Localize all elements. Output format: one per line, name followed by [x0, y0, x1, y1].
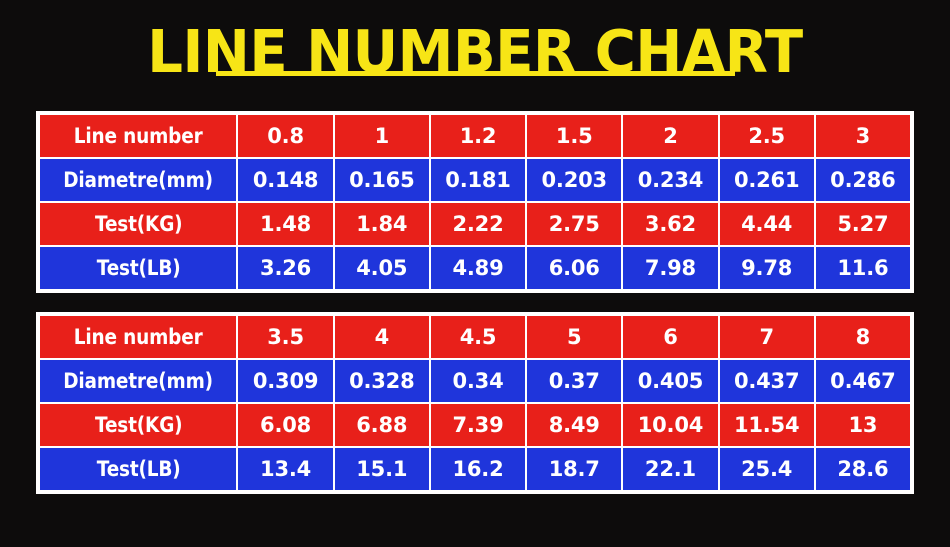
row-label-test-lb: Test(LB) — [40, 448, 237, 490]
table-cell: 0.34 — [430, 360, 526, 402]
table-cell: 22.1 — [623, 448, 718, 490]
table-cell: 2 — [623, 115, 718, 157]
table-cell: 25.4 — [719, 448, 814, 490]
table-cell: 0.286 — [815, 159, 910, 201]
row-label-test-lb: Test(LB) — [40, 247, 237, 289]
table-cell: 8.49 — [527, 404, 622, 446]
table-cell: 0.328 — [334, 360, 429, 402]
table-cell: 5 — [527, 316, 622, 358]
row-label-line-number: Line number — [40, 316, 237, 358]
row-label-text: Test(KG) — [94, 413, 182, 437]
table-row: Line number 0.8 1 1.2 1.5 2 2.5 3 — [40, 115, 910, 157]
table-cell: 5.27 — [815, 203, 910, 245]
table-row: Test(KG) 6.08 6.88 7.39 8.49 10.04 11.54… — [40, 404, 910, 446]
row-label-text: Test(LB) — [96, 256, 181, 280]
table-cell: 1.84 — [334, 203, 429, 245]
row-label-text: Test(KG) — [94, 212, 182, 236]
table-cell: 6.08 — [238, 404, 333, 446]
table-cell: 0.309 — [238, 360, 333, 402]
table-cell: 1 — [334, 115, 429, 157]
table-cell: 0.165 — [334, 159, 429, 201]
table-cell: 6 — [623, 316, 718, 358]
table-cell: 11.6 — [815, 247, 910, 289]
table-cell: 0.234 — [623, 159, 718, 201]
table-cell: 2.22 — [430, 203, 526, 245]
line-number-table-two: Line number 3.5 4 4.5 5 6 7 8 Diametre(m… — [36, 312, 914, 494]
table-cell: 4.44 — [719, 203, 814, 245]
table-cell: 0.467 — [815, 360, 910, 402]
row-label-text: Line number — [73, 124, 203, 148]
table-cell: 3 — [815, 115, 910, 157]
title-underline — [216, 71, 735, 76]
table-row: Test(LB) 13.4 15.1 16.2 18.7 22.1 25.4 2… — [40, 448, 910, 490]
table-cell: 3.26 — [238, 247, 333, 289]
table-cell: 4.05 — [334, 247, 429, 289]
table-cell: 0.181 — [430, 159, 526, 201]
row-label-text: Diametre(mm) — [63, 168, 214, 192]
table-cell: 4.89 — [430, 247, 526, 289]
table-cell: 0.8 — [238, 115, 333, 157]
table-cell: 7 — [719, 316, 814, 358]
table-cell: 6.88 — [334, 404, 429, 446]
table-cell: 4.5 — [430, 316, 526, 358]
table-cell: 16.2 — [430, 448, 526, 490]
table-cell: 0.261 — [719, 159, 814, 201]
row-label-test-kg: Test(KG) — [40, 404, 237, 446]
table-cell: 0.203 — [527, 159, 622, 201]
row-label-text: Diametre(mm) — [63, 369, 214, 393]
table-row: Diametre(mm) 0.148 0.165 0.181 0.203 0.2… — [40, 159, 910, 201]
table-cell: 1.2 — [430, 115, 526, 157]
table-cell: 0.405 — [623, 360, 718, 402]
table-cell: 2.5 — [719, 115, 814, 157]
table-cell: 0.148 — [238, 159, 333, 201]
table-cell: 3.62 — [623, 203, 718, 245]
table-cell: 15.1 — [334, 448, 429, 490]
table-row: Test(LB) 3.26 4.05 4.89 6.06 7.98 9.78 1… — [40, 247, 910, 289]
table-cell: 10.04 — [623, 404, 718, 446]
table-cell: 8 — [815, 316, 910, 358]
table-cell: 0.37 — [527, 360, 622, 402]
table-row: Line number 3.5 4 4.5 5 6 7 8 — [40, 316, 910, 358]
row-label-text: Test(LB) — [96, 457, 181, 481]
table-cell: 13 — [815, 404, 910, 446]
table-cell: 4 — [334, 316, 429, 358]
table-cell: 6.06 — [527, 247, 622, 289]
table-cell: 1.5 — [527, 115, 622, 157]
table-one-grid: Line number 0.8 1 1.2 1.5 2 2.5 3 Diamet… — [38, 113, 912, 291]
table-cell: 11.54 — [719, 404, 814, 446]
table-cell: 7.39 — [430, 404, 526, 446]
table-cell: 0.437 — [719, 360, 814, 402]
row-label-diameter: Diametre(mm) — [40, 159, 237, 201]
row-label-line-number: Line number — [40, 115, 237, 157]
table-row: Diametre(mm) 0.309 0.328 0.34 0.37 0.405… — [40, 360, 910, 402]
row-label-test-kg: Test(KG) — [40, 203, 237, 245]
table-row: Test(KG) 1.48 1.84 2.22 2.75 3.62 4.44 5… — [40, 203, 910, 245]
table-cell: 7.98 — [623, 247, 718, 289]
table-two-grid: Line number 3.5 4 4.5 5 6 7 8 Diametre(m… — [38, 314, 912, 492]
table-cell: 9.78 — [719, 247, 814, 289]
table-cell: 28.6 — [815, 448, 910, 490]
table-cell: 3.5 — [238, 316, 333, 358]
table-cell: 1.48 — [238, 203, 333, 245]
table-cell: 18.7 — [527, 448, 622, 490]
row-label-diameter: Diametre(mm) — [40, 360, 237, 402]
table-cell: 2.75 — [527, 203, 622, 245]
row-label-text: Line number — [73, 325, 203, 349]
table-cell: 13.4 — [238, 448, 333, 490]
line-number-table-one: Line number 0.8 1 1.2 1.5 2 2.5 3 Diamet… — [36, 111, 914, 293]
